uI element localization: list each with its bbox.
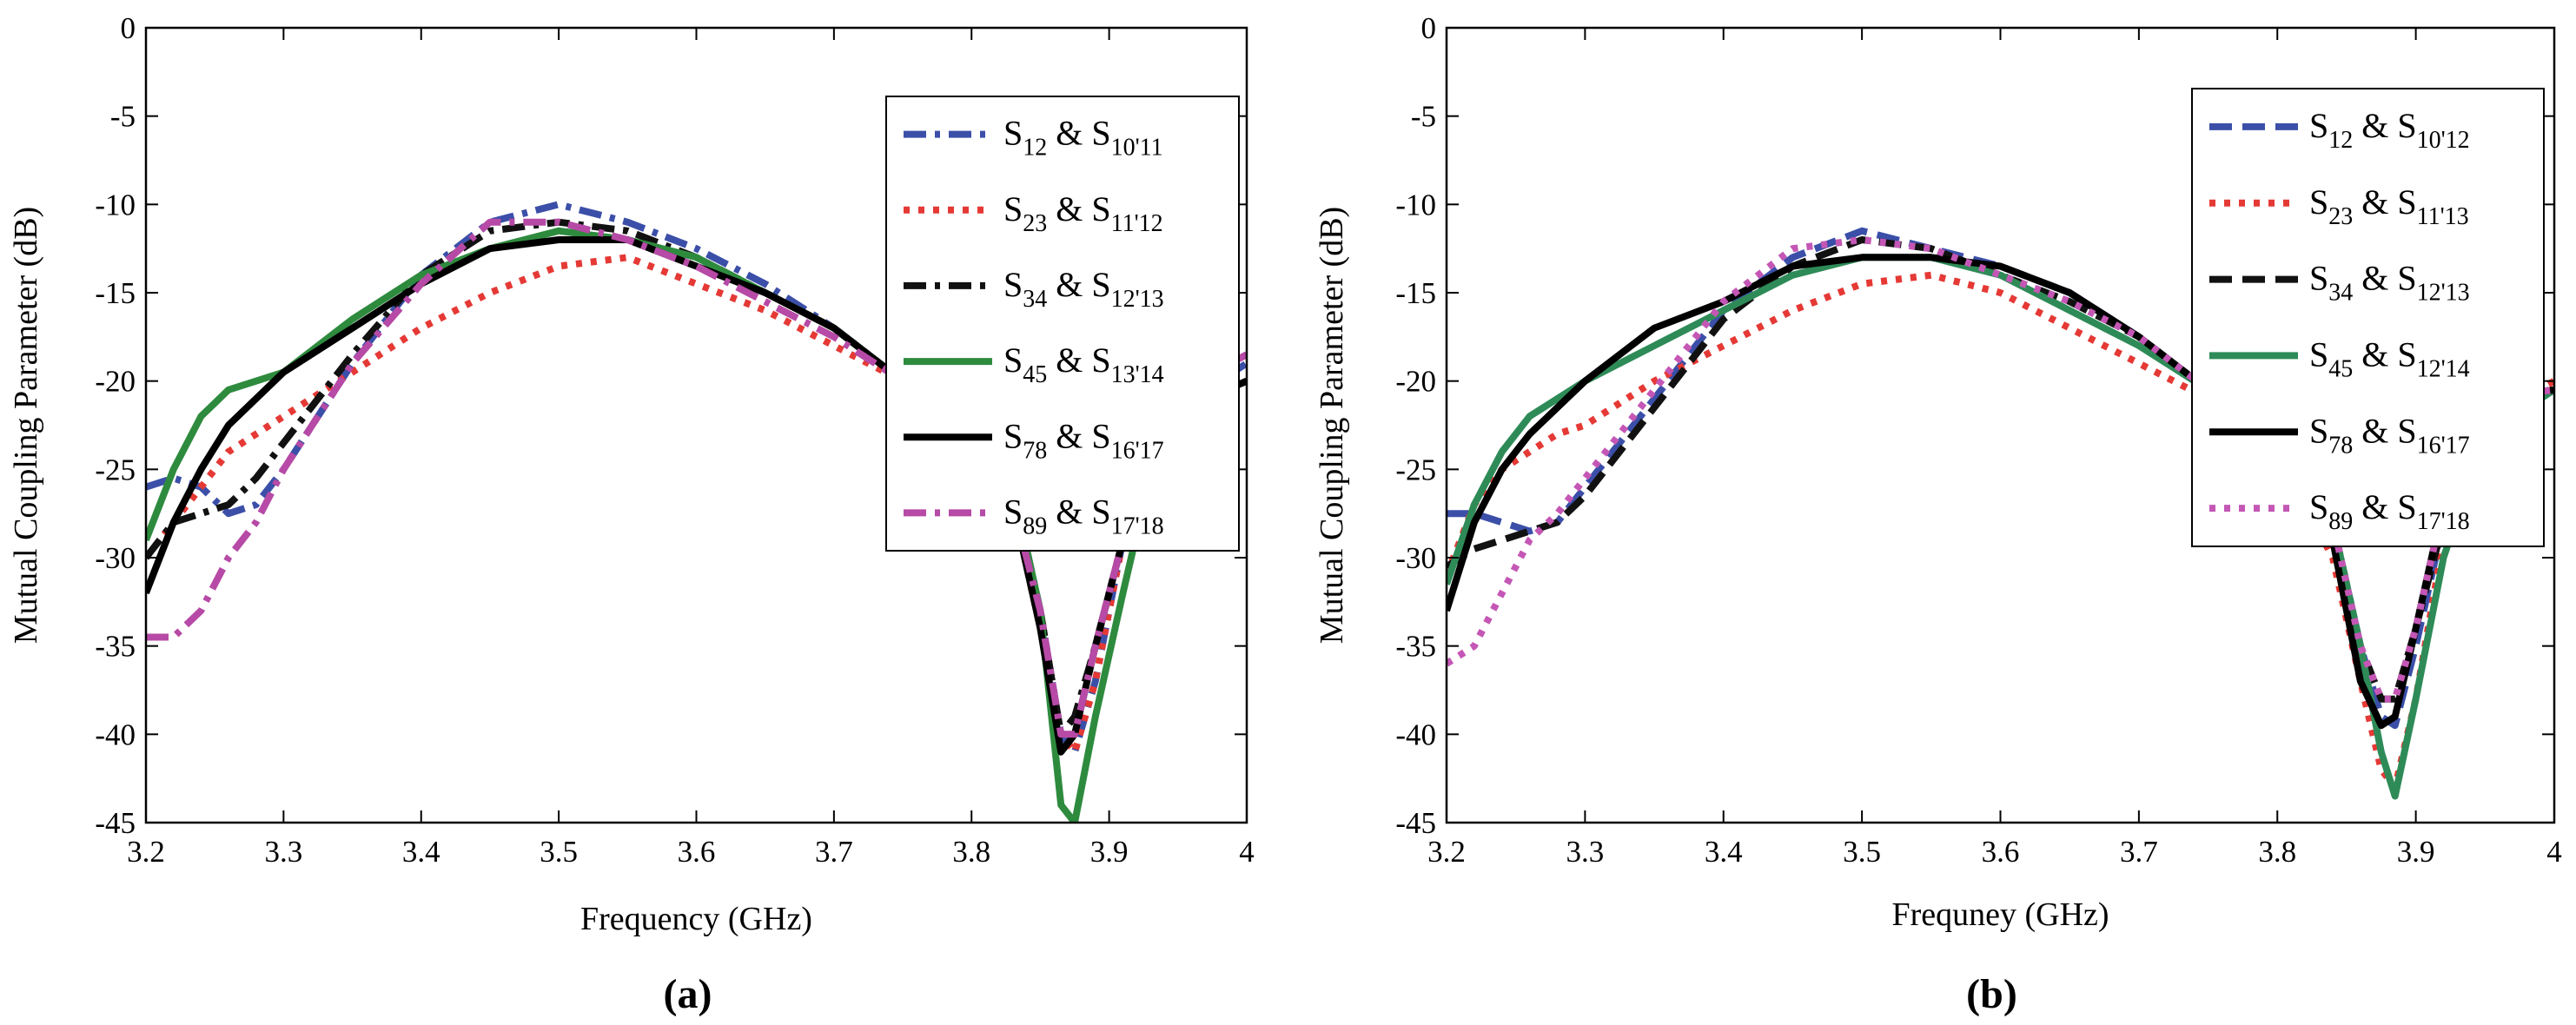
y-tick-label: -35 bbox=[95, 630, 136, 664]
series-line-45 bbox=[146, 227, 1247, 823]
y-tick-label: -30 bbox=[1395, 541, 1436, 575]
y-tick-label: 0 bbox=[1421, 11, 1437, 45]
x-tick-label: 3.4 bbox=[402, 835, 440, 869]
x-tick-label: 3.3 bbox=[265, 835, 303, 869]
x-tick-label: 3.7 bbox=[2120, 835, 2158, 869]
legend-entry: S89 & S17'18 bbox=[2309, 487, 2470, 535]
x-tick-label: 3.2 bbox=[1427, 835, 1466, 869]
y-tick-label: -20 bbox=[95, 365, 136, 399]
y-tick-label: -35 bbox=[1395, 630, 1436, 664]
y-tick-label: 0 bbox=[121, 11, 136, 45]
y-tick-label: -25 bbox=[1395, 453, 1436, 486]
legend-entry: S34 & S12'13 bbox=[2309, 259, 2470, 307]
series-line-23 bbox=[146, 254, 1247, 756]
legend-entry: S23 & S11'13 bbox=[2309, 182, 2469, 230]
x-tick-label: 3.8 bbox=[952, 835, 990, 869]
x-tick-label: 3.8 bbox=[2258, 835, 2296, 869]
y-axis-label: Mutual Coupling Parameter (dB) bbox=[8, 207, 44, 644]
x-tick-label: 3.9 bbox=[2397, 835, 2435, 869]
series-group bbox=[1447, 227, 2554, 800]
series-line-78 bbox=[1447, 254, 2554, 730]
series-line-89 bbox=[146, 218, 1247, 738]
y-tick-label: -5 bbox=[1411, 100, 1436, 134]
y-tick-label: -30 bbox=[95, 541, 136, 575]
x-tick-label: 3.4 bbox=[1705, 835, 1743, 869]
legend-entry: S12 & S10'11 bbox=[1003, 114, 1163, 162]
legend-entry: S12 & S10'12 bbox=[2309, 106, 2470, 154]
legend-entry: S45 & S12'14 bbox=[2309, 334, 2470, 382]
series-line-89 bbox=[1447, 236, 2554, 703]
legend: S12 & S10'12 S23 & S11'13 S34 & S12'13 S45 … bbox=[2191, 88, 2545, 547]
legend-entry: S34 & S12'13 bbox=[1003, 265, 1164, 313]
y-tick-label: -45 bbox=[1395, 806, 1436, 840]
panel-label: (a) bbox=[664, 971, 712, 1017]
x-tick-label: 3.5 bbox=[1843, 835, 1881, 869]
y-tick-label: -40 bbox=[95, 718, 136, 751]
x-tick-label: 3.3 bbox=[1566, 835, 1605, 869]
legend-box bbox=[885, 96, 1240, 552]
legend-entry: S23 & S11'12 bbox=[1003, 189, 1163, 237]
legend-box bbox=[2191, 88, 2545, 547]
panel-label: (b) bbox=[1966, 971, 2017, 1017]
legend-entry: S45 & S13'14 bbox=[1003, 341, 1164, 388]
x-tick-label: 3.9 bbox=[1090, 835, 1129, 869]
series-group bbox=[146, 201, 1247, 823]
legend: S12 & S10'11 S23 & S11'12 S34 & S12'13 S45 … bbox=[885, 96, 1240, 552]
y-tick-label: -20 bbox=[1395, 365, 1436, 399]
x-axis-label: Frequency (GHz) bbox=[580, 901, 812, 937]
y-tick-label: -10 bbox=[95, 188, 136, 222]
x-tick-label: 3.2 bbox=[127, 835, 165, 869]
y-tick-label: -15 bbox=[95, 276, 136, 310]
x-tick-label: 4 bbox=[2546, 835, 2562, 869]
panel-a: 3.2 3.3 3.4 3.5 3.6 3.7 3.8 3.9 4 0 -5 -10 -15 -20 -25… bbox=[8, 11, 1255, 1017]
y-tick-label: -45 bbox=[95, 806, 136, 840]
y-tick-label: -15 bbox=[1395, 276, 1436, 310]
x-tick-label: 4 bbox=[1239, 835, 1255, 869]
y-tick-label: -5 bbox=[110, 100, 136, 134]
y-tick-label: -40 bbox=[1395, 718, 1436, 751]
panel-b: 3.2 3.3 3.4 3.5 3.6 3.7 3.8 3.9 4 0 -5 -10 -15 -20 -25… bbox=[1314, 11, 2562, 1017]
x-tick-label: 3.6 bbox=[678, 835, 716, 869]
x-tick-label: 3.6 bbox=[1982, 835, 2020, 869]
x-tick-label: 3.5 bbox=[540, 835, 578, 869]
legend-entry: S89 & S17'18 bbox=[1003, 492, 1164, 539]
legend-entry: S78 & S16'17 bbox=[2309, 411, 2470, 459]
y-tick-label: -10 bbox=[1395, 188, 1436, 222]
legend-entry: S78 & S16'17 bbox=[1003, 416, 1164, 464]
y-axis-label: Mutual Coupling Parameter (dB) bbox=[1314, 207, 1350, 644]
series-line-45 bbox=[1447, 254, 2554, 800]
x-tick-label: 3.7 bbox=[815, 835, 853, 869]
x-axis-label: Frequney (GHz) bbox=[1891, 896, 2109, 933]
y-tick-label: -25 bbox=[95, 453, 136, 486]
